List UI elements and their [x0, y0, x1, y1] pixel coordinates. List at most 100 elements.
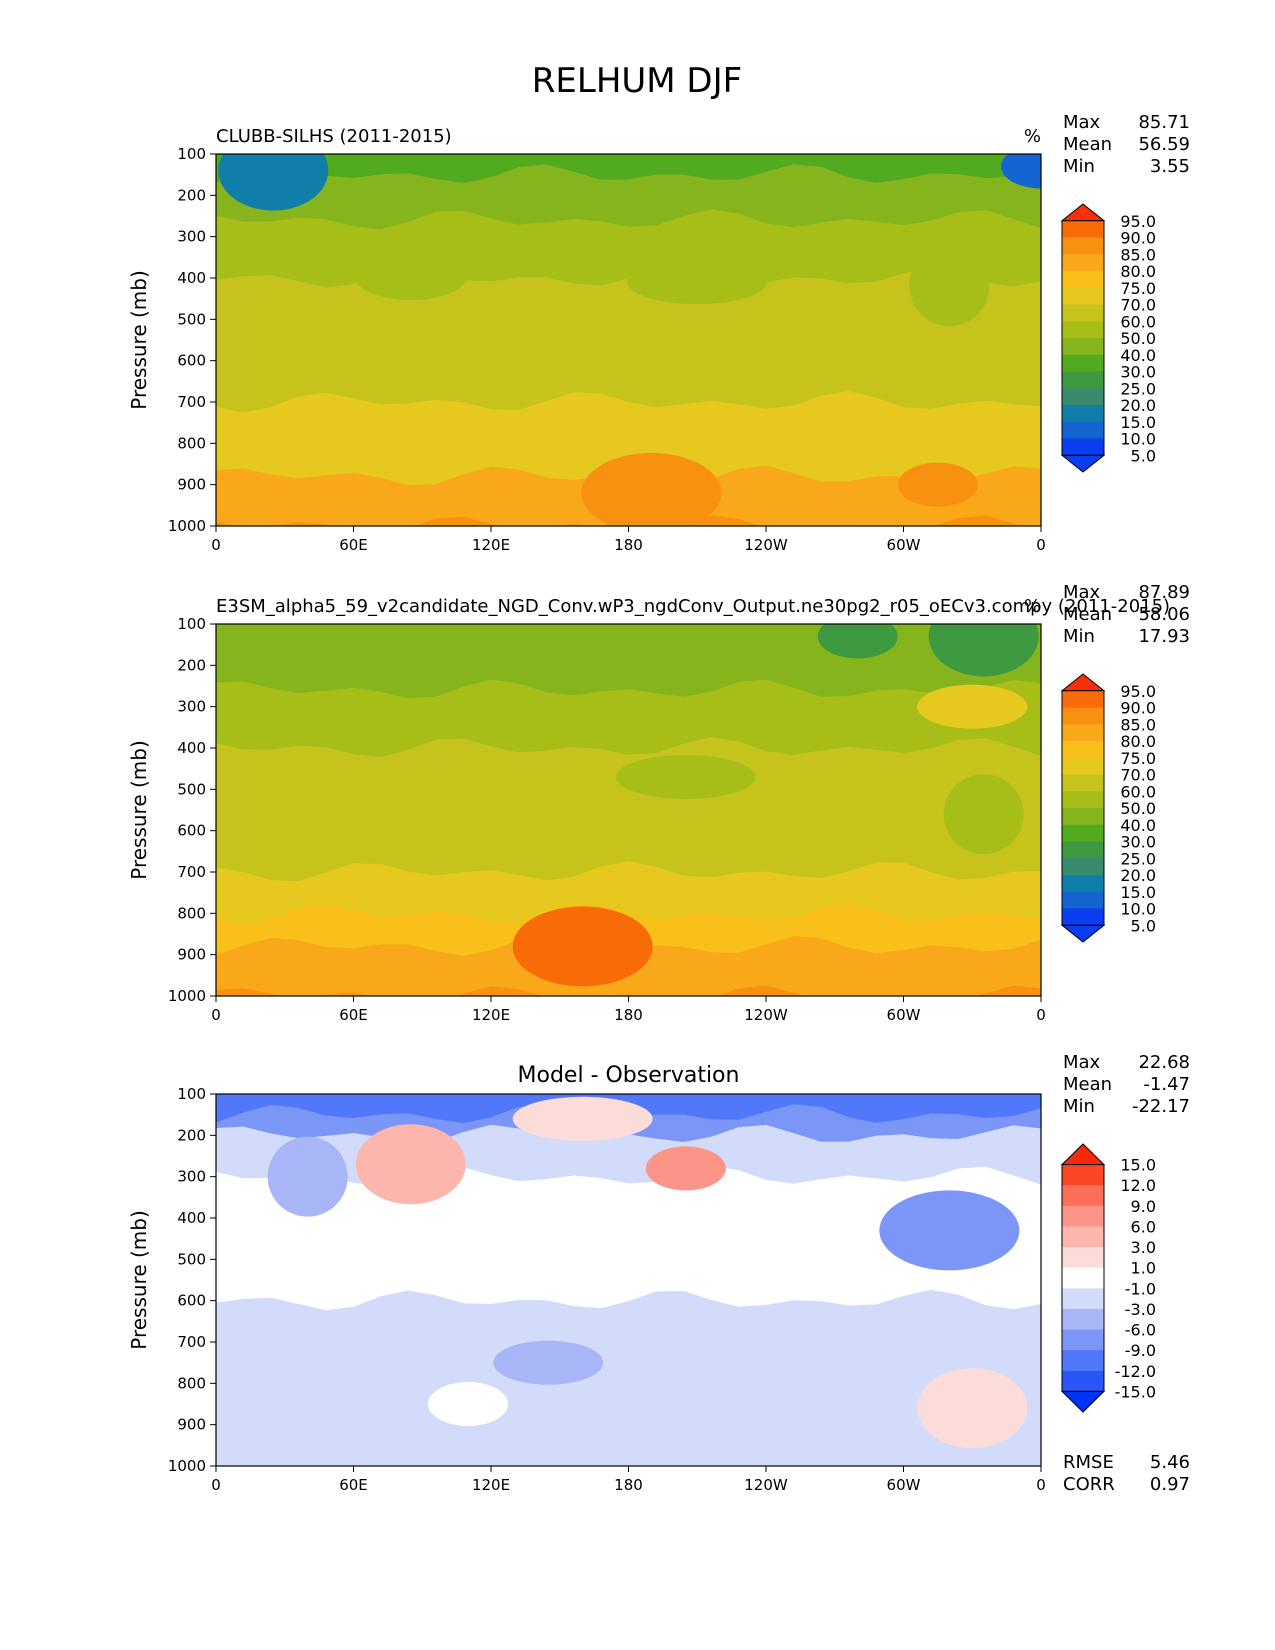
- contour-region: [512, 906, 653, 987]
- colorbar-tick-label: 85.0: [1120, 245, 1156, 264]
- colorbar-segment: [1062, 908, 1104, 926]
- stat-label: Max: [1063, 112, 1101, 133]
- y-tick-label: 1000: [168, 987, 206, 1005]
- colorbar-extend-max: [1060, 1143, 1106, 1166]
- colorbar: 95.090.085.080.075.070.060.050.040.030.0…: [1060, 203, 1156, 473]
- contour-region: [817, 624, 898, 659]
- x-tick-label: 180: [614, 1006, 643, 1024]
- colorbar-tick-label: 70.0: [1120, 296, 1156, 315]
- x-tick-label: 120W: [744, 536, 788, 554]
- colorbar-tick-label: 25.0: [1120, 379, 1156, 398]
- colorbar-tick-label: 25.0: [1120, 849, 1156, 868]
- y-axis-label: Pressure (mb): [127, 1210, 151, 1350]
- colorbar-tick-label: 95.0: [1120, 212, 1156, 231]
- stat-value: 87.89: [1138, 582, 1190, 603]
- colorbar-tick-label: 50.0: [1120, 329, 1156, 348]
- y-tick-label: 100: [177, 145, 206, 163]
- colorbar-tick-label: 50.0: [1120, 799, 1156, 818]
- contour-band: [216, 1289, 1041, 1394]
- y-tick-label: 700: [177, 1333, 206, 1351]
- y-tick-label: 400: [177, 739, 206, 757]
- colorbar-segment: [1062, 891, 1104, 909]
- colorbar-segment: [1062, 237, 1104, 255]
- colorbar-tick-label: 40.0: [1120, 346, 1156, 365]
- colorbar-segment: [1062, 690, 1104, 708]
- stat-value: 3.55: [1150, 156, 1190, 177]
- x-tick-label: 60W: [887, 536, 921, 554]
- colorbar-tick-label: 75.0: [1120, 279, 1156, 298]
- x-tick-label: 0: [211, 1006, 221, 1024]
- colorbar-segment: [1062, 757, 1104, 775]
- units-label: %: [1024, 596, 1041, 617]
- colorbar-segment: [1062, 220, 1104, 238]
- contour-band: [216, 861, 1041, 925]
- colorbar-frame: [1061, 1164, 1105, 1392]
- stat-value: -1.47: [1143, 1074, 1190, 1095]
- y-tick-label: 500: [177, 310, 206, 328]
- colorbar-tick-label: -9.0: [1125, 1341, 1156, 1360]
- contour-region: [493, 1340, 604, 1385]
- colorbar-tick-label: -1.0: [1125, 1279, 1156, 1298]
- colorbar-extend-max: [1060, 673, 1106, 692]
- x-tick-label: 60W: [887, 1476, 921, 1494]
- contour-band: [216, 1372, 1041, 1466]
- x-tick-label: 120E: [472, 536, 510, 554]
- contour-region: [879, 1190, 1020, 1271]
- colorbar-segment: [1062, 405, 1104, 423]
- colorbar-segment: [1062, 254, 1104, 272]
- y-tick-label: 800: [177, 1374, 206, 1392]
- x-tick-label: 180: [614, 1476, 643, 1494]
- stat-label: Mean: [1063, 604, 1112, 625]
- y-tick-label: 100: [177, 615, 206, 633]
- stat-value: 58.06: [1138, 604, 1190, 625]
- colorbar-tick-label: 80.0: [1120, 262, 1156, 281]
- y-tick-label: 300: [177, 228, 206, 246]
- colorbar-segment: [1062, 774, 1104, 792]
- colorbar-segment: [1062, 1350, 1104, 1372]
- x-tick-label: 120W: [744, 1476, 788, 1494]
- colorbar-segment: [1062, 1288, 1104, 1310]
- y-tick-label: 900: [177, 946, 206, 964]
- contour-region: [267, 1136, 348, 1217]
- y-tick-label: 500: [177, 780, 206, 798]
- colorbar-tick-label: 90.0: [1120, 229, 1156, 248]
- colorbar-tick-label: 60.0: [1120, 312, 1156, 331]
- y-tick-label: 300: [177, 1168, 206, 1186]
- contour-field: [216, 1094, 1041, 1466]
- x-tick-label: 60E: [339, 1006, 368, 1024]
- contour-region: [355, 256, 466, 300]
- contour-region: [428, 1382, 509, 1426]
- panel-title: Model - Observation: [518, 1063, 740, 1088]
- colorbar-segment: [1062, 1247, 1104, 1269]
- colorbar-tick-label: 95.0: [1120, 682, 1156, 701]
- x-tick-label: 120E: [472, 1476, 510, 1494]
- colorbar-segment: [1062, 1226, 1104, 1248]
- colorbar-tick-label: 5.0: [1131, 446, 1156, 465]
- colorbar: 15.012.0 9.06.0 3.0 1.0-1.0 -3.0 -6.0-9.0 -12.…: [1060, 1143, 1156, 1413]
- colorbar-segment: [1062, 438, 1104, 456]
- x-tick-label: 60E: [339, 1476, 368, 1494]
- stat-label: Mean: [1063, 134, 1112, 155]
- colorbar-tick-label: 40.0: [1120, 816, 1156, 835]
- y-tick-label: 800: [177, 904, 206, 922]
- colorbar-segment: [1062, 824, 1104, 842]
- colorbar-segment: [1062, 741, 1104, 759]
- colorbar-frame: [1061, 220, 1105, 456]
- y-tick-label: 200: [177, 656, 206, 674]
- colorbar-tick-label: 30.0: [1120, 833, 1156, 852]
- x-tick-label: 0: [1036, 1006, 1046, 1024]
- panel-1: 100 200 300 400 500 600 700 800 900 1000 0 60E 120E 1…: [127, 112, 1190, 554]
- contour-region: [943, 774, 1024, 855]
- panel-title: E3SM_alpha5_59_v2candidate_NGD_Conv.wP3_…: [216, 596, 1170, 617]
- contour-band: [216, 515, 1021, 526]
- contour-band: [216, 184, 1041, 231]
- units-label: %: [1024, 126, 1041, 147]
- colorbar-tick-label: 3.0: [1131, 1238, 1156, 1257]
- contour-region: [218, 154, 329, 211]
- footer-stat-value: 0.97: [1150, 1474, 1190, 1495]
- contour-region: [355, 1124, 466, 1205]
- colorbar-tick-label: 15.0: [1120, 413, 1156, 432]
- colorbar-segment: [1062, 421, 1104, 439]
- y-tick-label: 500: [177, 1250, 206, 1268]
